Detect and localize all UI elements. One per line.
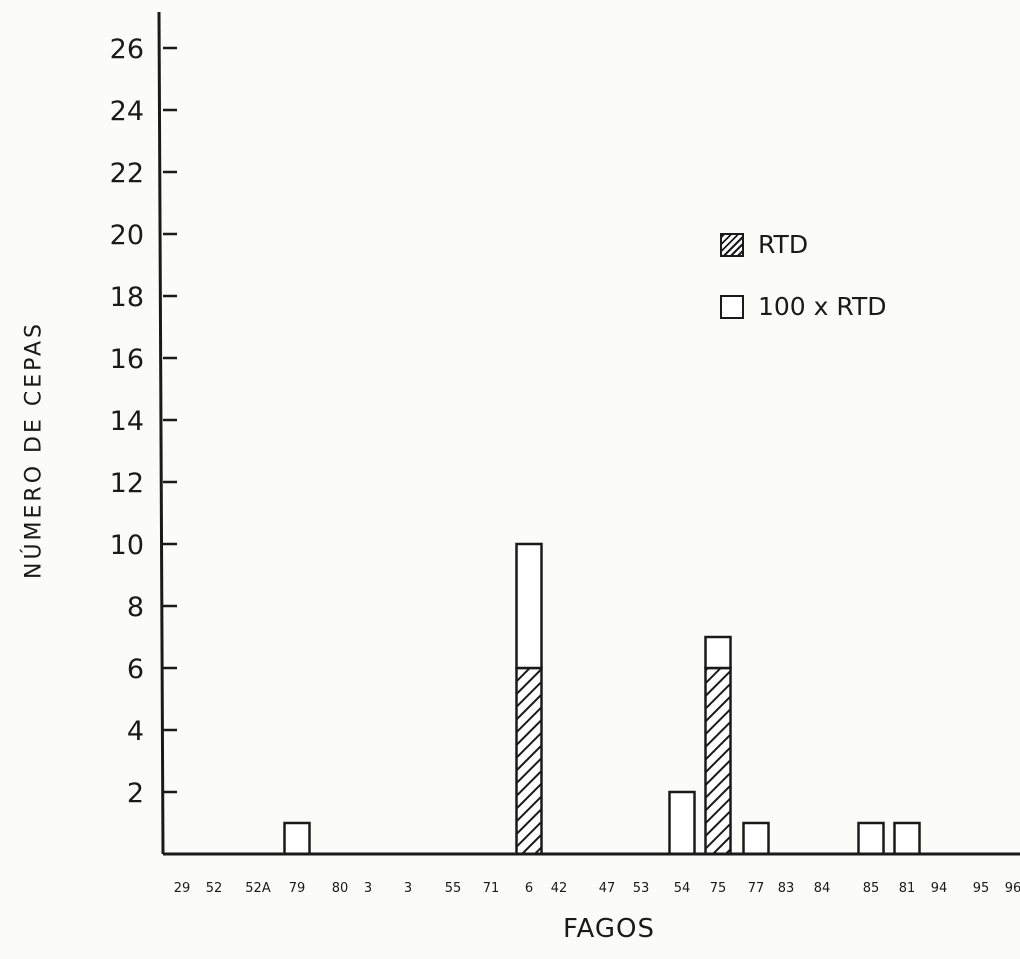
bar-100x-rtd (893, 821, 921, 856)
x-tick-label: 75 (710, 881, 727, 896)
x-tick-label: 47 (599, 881, 616, 896)
y-tick-label: 2 (127, 778, 144, 809)
bars-group (283, 542, 921, 856)
y-tick-label: 26 (110, 34, 144, 65)
y-tick-label: 8 (127, 592, 144, 623)
y-tick-label: 22 (110, 158, 144, 189)
x-tick-label: 95 (973, 881, 990, 896)
x-tick-label: 94 (931, 881, 948, 896)
legend-swatch-hatched (720, 232, 744, 257)
y-axis-line (157, 11, 165, 855)
legend-item-100x-rtd: 100 x RTD (720, 292, 886, 321)
x-tick-label: 81 (899, 881, 916, 896)
x-tick-label: 3 (404, 881, 412, 896)
legend-label-rtd: RTD (758, 230, 809, 259)
x-tick-label: 77 (748, 881, 765, 896)
bar-rtd (515, 666, 543, 856)
bar-100x-rtd (857, 821, 885, 856)
bar-100x-rtd (668, 790, 696, 856)
bar-100x-rtd (283, 821, 311, 856)
bar-rtd (704, 666, 732, 856)
axes-group (157, 11, 1020, 856)
legend-label-100x-rtd: 100 x RTD (758, 292, 887, 321)
y-tick-label: 16 (110, 344, 144, 375)
x-tick-label: 83 (778, 881, 795, 896)
x-tick-label: 96 (1005, 881, 1020, 896)
legend-item-rtd: RTD (720, 230, 808, 259)
x-tick-label: 52A (245, 881, 271, 896)
x-tick-label: 42 (551, 881, 568, 896)
x-tick-label: 6 (525, 881, 533, 896)
x-tick-label: 85 (863, 881, 880, 896)
bar-100x-rtd (515, 542, 543, 670)
bar-100x-rtd (742, 821, 770, 856)
x-tick-label: 80 (332, 881, 349, 896)
y-tick-label: 6 (127, 654, 144, 685)
x-tick-label: 55 (445, 881, 462, 896)
y-tick-label: 4 (127, 716, 144, 747)
x-axis-label: FAGOS (562, 914, 656, 944)
x-ticks-group: 29 52 52A 79 80 3 3 55 71 6 42 47 53 54 75 77 83 84 85 81 94… (174, 881, 1020, 896)
y-tick-label: 18 (110, 282, 144, 313)
legend-swatch-open (720, 294, 744, 319)
x-tick-label: 52 (206, 881, 223, 896)
y-tick-label: 20 (110, 220, 144, 251)
y-tick-label: 12 (110, 468, 144, 499)
x-tick-label: 71 (483, 881, 500, 896)
y-tick-label: 24 (110, 96, 144, 127)
x-tick-label: 53 (633, 881, 650, 896)
y-tick-label: 10 (110, 530, 144, 561)
x-tick-label: 3 (364, 881, 372, 896)
x-tick-label: 79 (289, 881, 306, 896)
x-tick-label: 29 (174, 881, 191, 896)
y-axis-label: NÚMERO DE CEPAS (21, 320, 47, 580)
bar-100x-rtd (704, 635, 732, 670)
x-tick-label: 54 (674, 881, 691, 896)
y-tick-label: 14 (110, 406, 144, 437)
x-tick-label: 84 (814, 881, 831, 896)
